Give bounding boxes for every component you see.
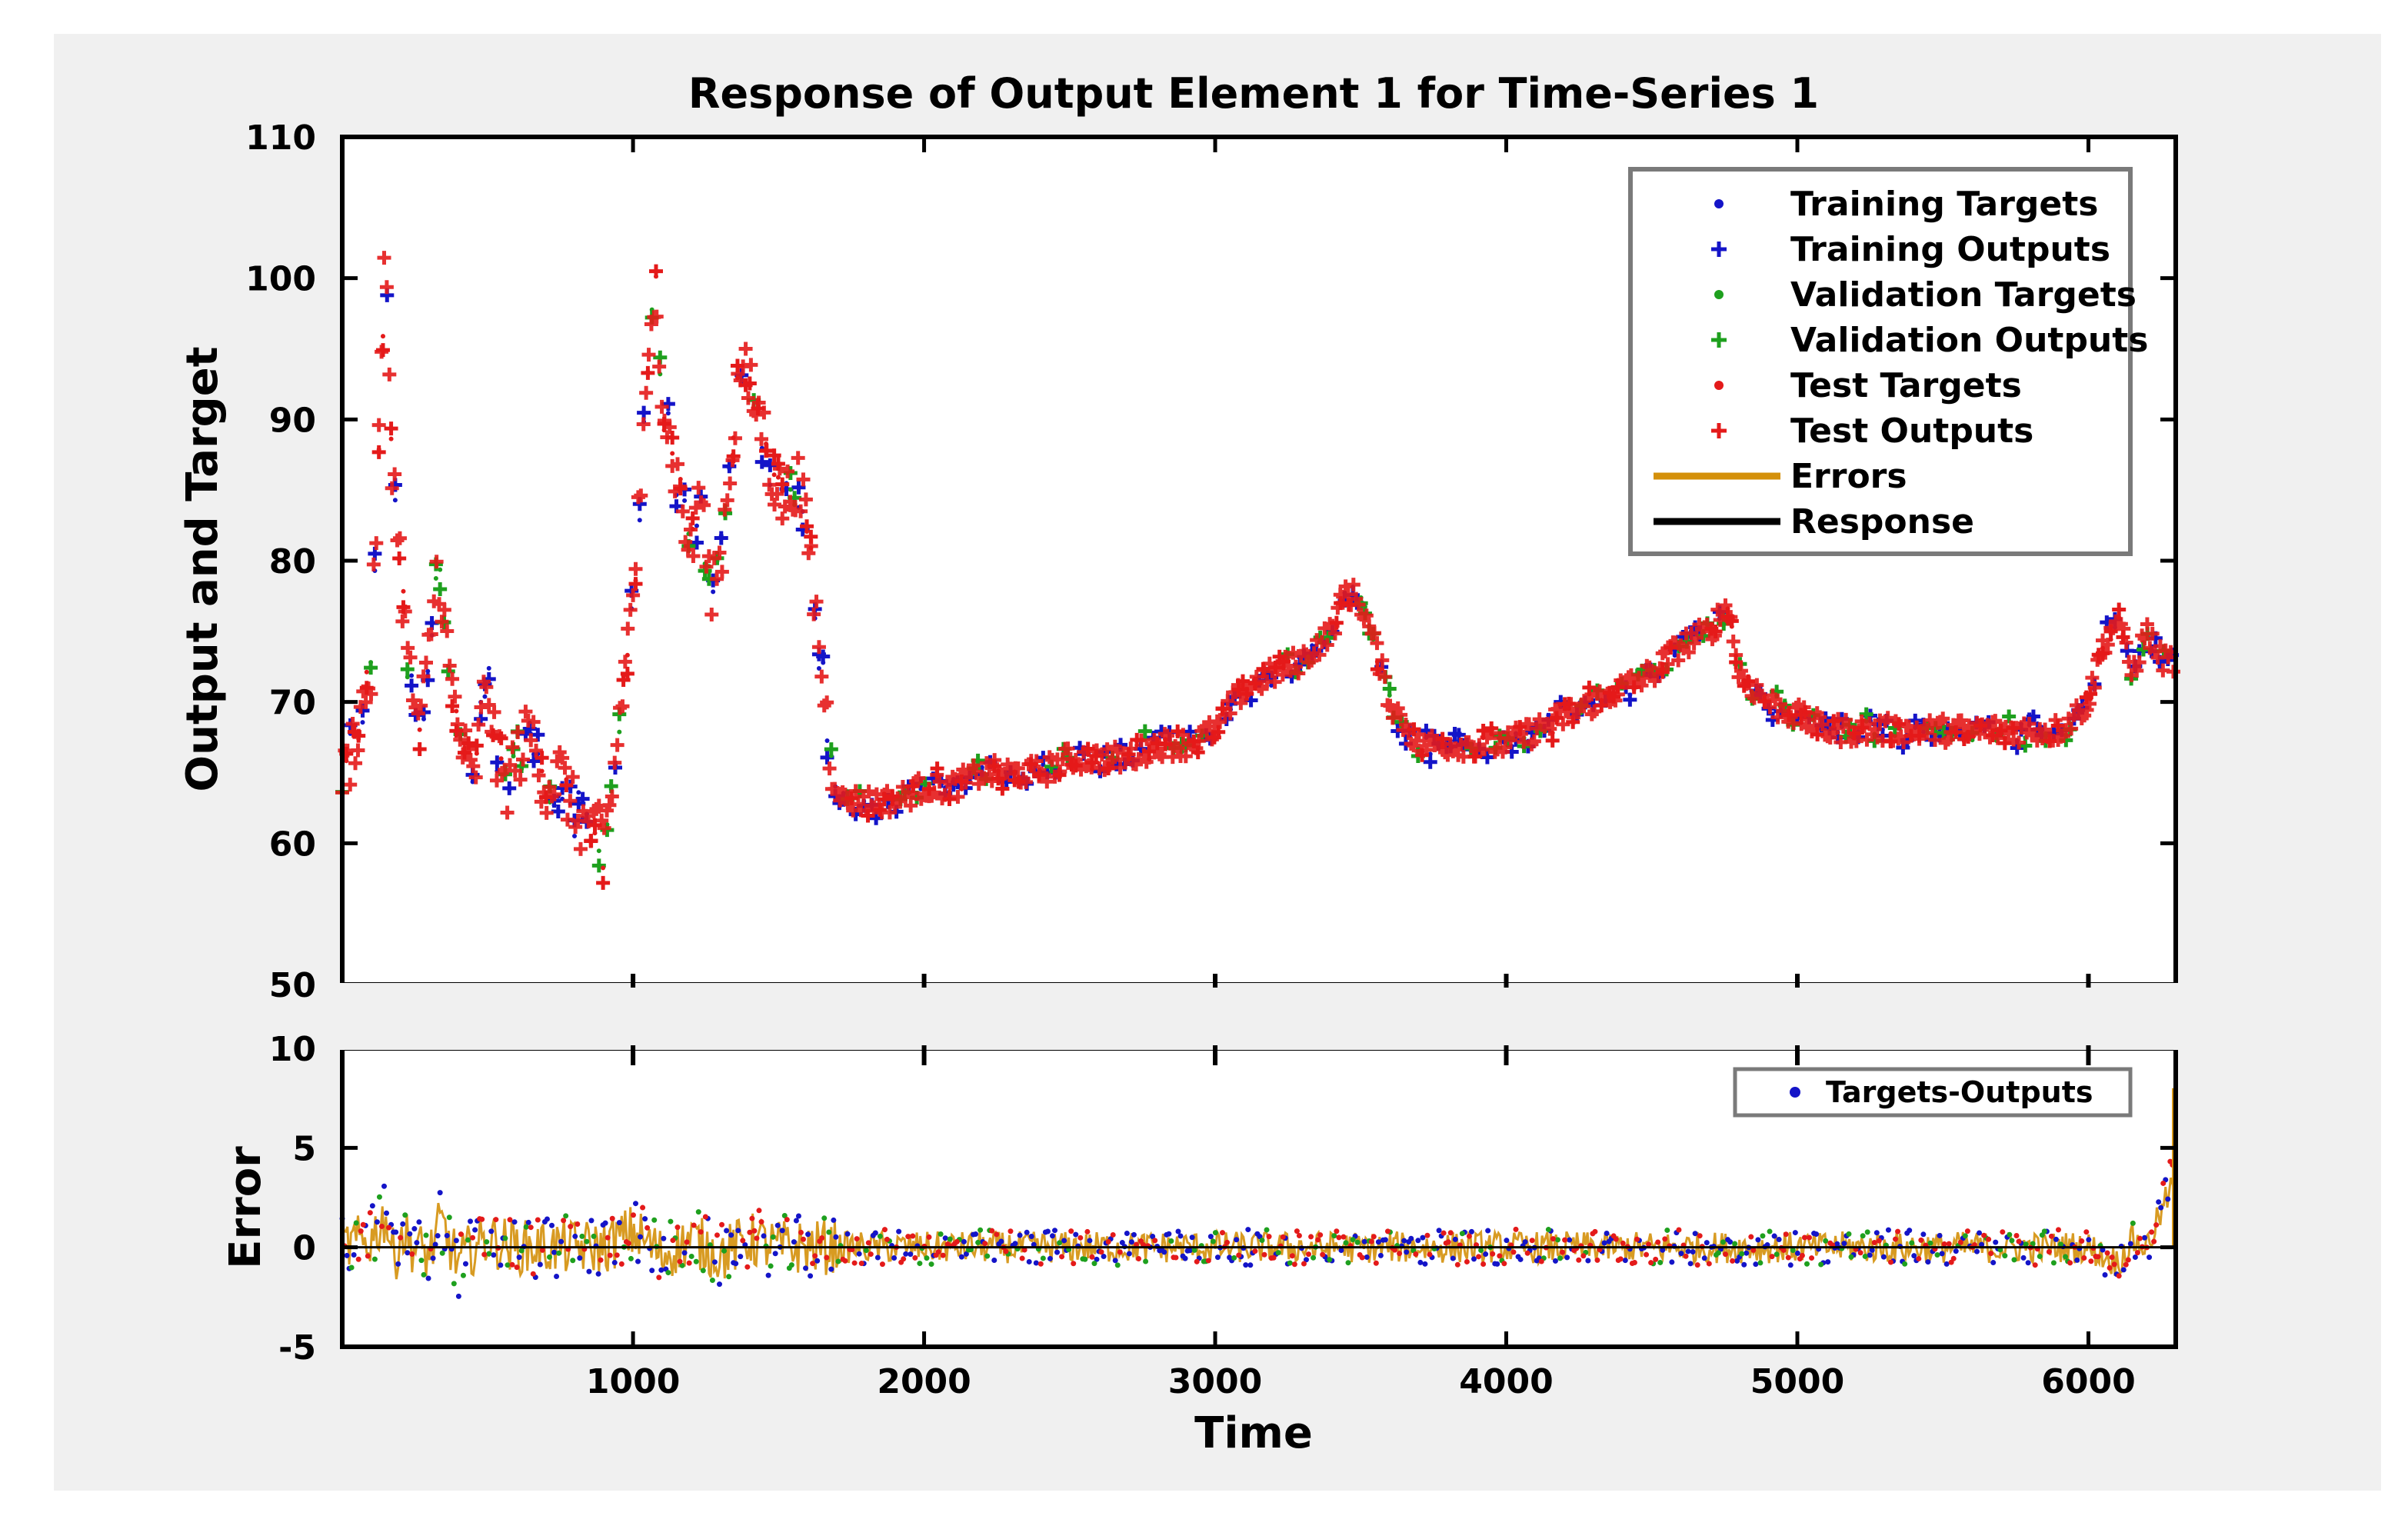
legend-marker-plus-5: [1711, 423, 1727, 438]
xtick-label-5000: 5000: [1750, 1362, 1844, 1401]
xtick-label-3000: 3000: [1168, 1362, 1262, 1401]
xtick-label-6000: 6000: [2041, 1362, 2135, 1401]
legend-bottom-box: [1733, 1067, 2133, 1118]
legend-entry-7: Response: [1790, 502, 1974, 541]
legend-entry-0: Training Targets: [1790, 185, 2099, 224]
x-axis-label: Time: [1194, 1408, 1313, 1458]
legend-entry-2: Validation Targets: [1790, 275, 2137, 315]
legend-entry-4: Test Targets: [1790, 366, 2022, 405]
legend-marker-dot-4: [1714, 381, 1724, 390]
ytick-top-label-60: 60: [269, 825, 316, 864]
error-dots-training: [339, 1168, 2178, 1299]
legend-top: Training Targets Training Outputs Validati…: [1628, 167, 2148, 556]
axes: 1000 2000 3000 4000 5000 60005060708090100110…: [245, 118, 2180, 1401]
legend-entry-1: Training Outputs: [1790, 230, 2110, 269]
legend-marker-dot-0: [1714, 199, 1724, 208]
ytick-top-label-110: 110: [245, 118, 316, 158]
ytick-bottom-label-10: 10: [269, 1030, 316, 1069]
xtick-label-1000: 1000: [586, 1362, 680, 1401]
legend-bottom-marker-0: [1790, 1087, 1800, 1098]
legend-marker-dot-2: [1714, 290, 1724, 299]
legend-top-box: [1628, 167, 2133, 556]
xtick-label-4000: 4000: [1459, 1362, 1553, 1401]
legend-entry-5: Test Outputs: [1790, 411, 2033, 451]
y-axis-label-bottom: Error: [221, 1146, 271, 1269]
legend-entry-6: Errors: [1790, 457, 1907, 496]
legend-entry-3: Validation Outputs: [1790, 321, 2148, 360]
legend-marker-plus-1: [1711, 242, 1727, 257]
legend-bottom: Targets-Outputs: [1733, 1067, 2133, 1118]
ytick-top-label-100: 100: [245, 260, 316, 299]
ytick-bottom-label-0: 0: [292, 1229, 316, 1268]
panel-gap: [338, 983, 2180, 1050]
ytick-bottom-label--5: -5: [278, 1328, 316, 1368]
ytick-bottom-label-5: 5: [292, 1129, 316, 1168]
ytick-top-label-90: 90: [269, 401, 316, 440]
legend-bottom-entry-0: Targets-Outputs: [1826, 1075, 2093, 1109]
chart-title: Response of Output Element 1 for Time-Se…: [688, 69, 1819, 118]
y-axis-label-top: Output and Target: [178, 347, 228, 792]
ytick-top-label-50: 50: [269, 966, 316, 1005]
ytick-top-label-70: 70: [269, 684, 316, 723]
ytick-top-label-80: 80: [269, 542, 316, 581]
xtick-label-2000: 2000: [877, 1362, 971, 1401]
legend-marker-plus-3: [1711, 332, 1727, 348]
